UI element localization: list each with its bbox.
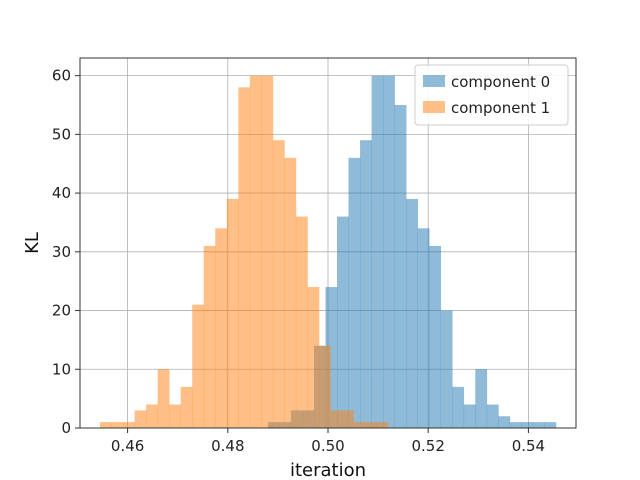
- y-tick-label: 0: [61, 419, 71, 437]
- histogram-bar: [203, 245, 216, 428]
- histogram-bar: [100, 422, 112, 428]
- legend-swatch: [423, 101, 445, 113]
- histogram-bar: [123, 422, 135, 428]
- x-tick-label: 0.50: [311, 437, 344, 455]
- histogram-bar: [180, 386, 193, 428]
- y-axis-label: KL: [22, 232, 43, 254]
- x-tick-label: 0.54: [512, 437, 545, 455]
- histogram-bar: [330, 410, 343, 428]
- histogram-bar: [192, 304, 205, 428]
- histogram-bar: [134, 410, 147, 428]
- y-tick-label: 40: [52, 184, 71, 202]
- histogram-bar: [272, 140, 285, 428]
- histogram-bar: [521, 422, 534, 428]
- legend-label: component 1: [451, 99, 550, 117]
- histogram-bar: [360, 140, 372, 428]
- y-tick-label: 60: [52, 67, 71, 85]
- histogram-bar: [238, 87, 251, 428]
- histogram-bars: [100, 75, 557, 429]
- histogram-bar: [498, 416, 511, 428]
- legend-box: [414, 64, 569, 126]
- histogram-bar: [261, 75, 274, 428]
- histogram-bar: [532, 422, 545, 428]
- histogram-bar: [215, 228, 228, 428]
- histogram-bar: [440, 310, 453, 428]
- histogram-bar: [429, 245, 442, 428]
- histogram-bar: [383, 75, 395, 428]
- histogram-bar: [342, 410, 354, 428]
- histogram-bar: [111, 422, 124, 428]
- x-tick-label: 0.52: [411, 437, 444, 455]
- histogram-bar: [146, 404, 158, 428]
- histogram-bar: [295, 216, 308, 428]
- legend-swatch: [423, 75, 445, 87]
- histogram-bar: [157, 369, 170, 428]
- y-tick-label: 30: [52, 243, 71, 261]
- histogram-bar: [318, 345, 331, 428]
- histogram-bar: [376, 422, 389, 428]
- legend-label: component 0: [451, 73, 550, 91]
- histogram-bar: [452, 386, 465, 428]
- histogram-bar: [365, 422, 377, 428]
- histogram-bar: [249, 75, 262, 428]
- histogram-bar: [325, 287, 338, 428]
- y-tick-label: 20: [52, 302, 71, 320]
- histogram-bar: [394, 104, 407, 428]
- x-axis-label: iteration: [290, 460, 366, 480]
- axis-ticks: 0.46 0.48 0.50 0.52 0.54 0 10 20 30 40 50 60: [52, 67, 545, 455]
- x-tick-label: 0.48: [211, 437, 244, 455]
- histogram-bar: [475, 369, 488, 428]
- histogram-bar: [226, 198, 239, 428]
- series-1-bars: [100, 75, 389, 429]
- histogram-bar: [509, 422, 522, 428]
- histogram-bar: [417, 228, 430, 428]
- histogram-bar: [353, 422, 366, 428]
- legend: component 0 component 1: [414, 64, 569, 126]
- y-tick-label: 10: [52, 360, 71, 378]
- histogram-bar: [486, 404, 499, 428]
- histogram-bar: [544, 422, 557, 428]
- histogram-bar: [406, 198, 418, 428]
- histogram-bar: [348, 157, 361, 429]
- histogram-bar: [337, 216, 349, 428]
- histogram-bar: [307, 287, 320, 428]
- y-tick-label: 50: [52, 125, 71, 143]
- histogram-bar: [371, 75, 384, 428]
- x-tick-label: 0.46: [111, 437, 144, 455]
- histogram-bar: [169, 404, 182, 428]
- histogram-bar: [463, 404, 476, 428]
- histogram-bar: [284, 157, 297, 429]
